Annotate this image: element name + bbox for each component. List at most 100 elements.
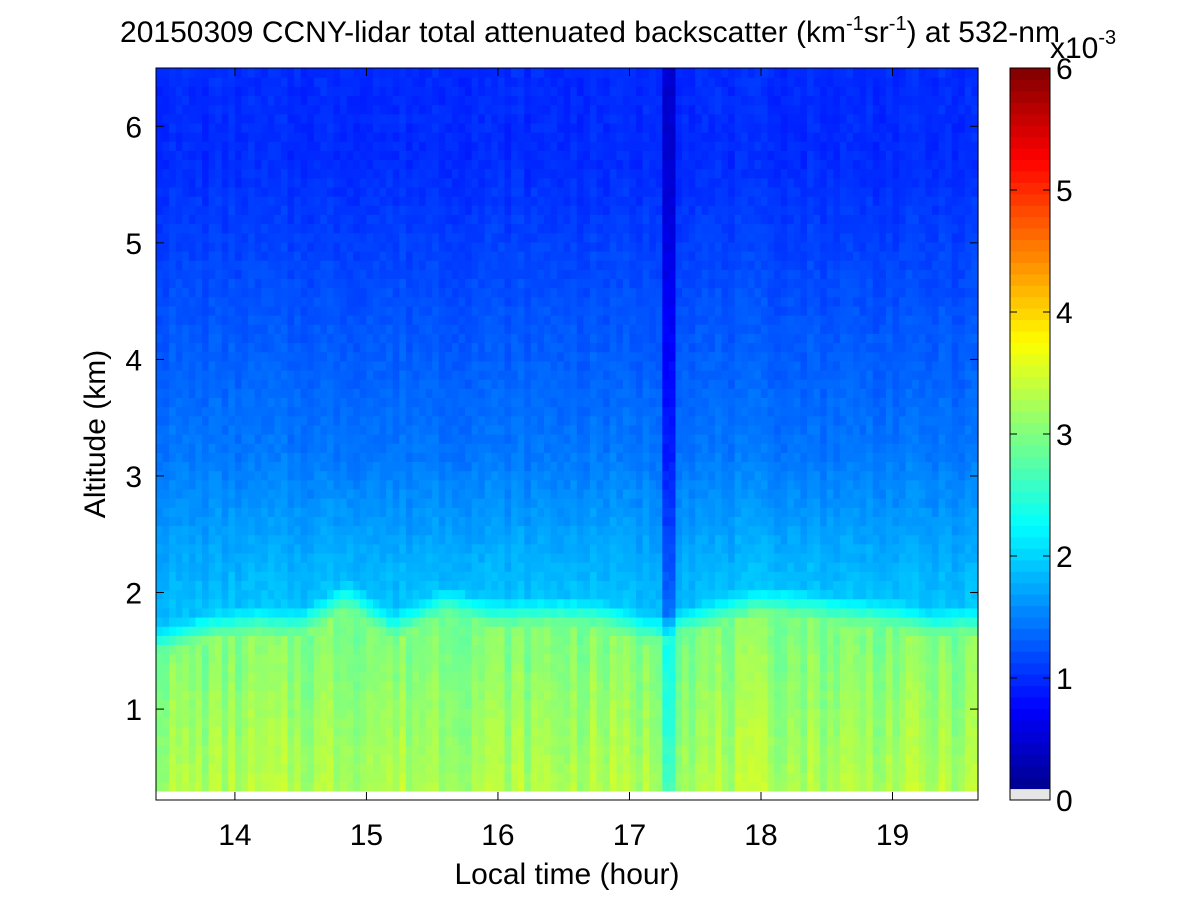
heatmap-cell — [254, 735, 262, 746]
heatmap-cell — [274, 717, 282, 728]
heatmap-cell — [169, 681, 177, 691]
heatmap-cell — [563, 177, 571, 188]
heatmap-cell — [156, 333, 164, 344]
heatmap-cell — [379, 434, 387, 444]
heatmap-cell — [458, 205, 466, 215]
heatmap-cell — [543, 68, 552, 78]
heatmap-cell — [215, 324, 223, 334]
heatmap-cell — [366, 644, 374, 655]
heatmap-cell — [425, 488, 433, 499]
heatmap-cell — [405, 86, 414, 97]
heatmap-cell — [234, 635, 243, 646]
heatmap-cell — [563, 525, 571, 536]
heatmap-cell — [261, 772, 269, 783]
heatmap-cell — [359, 159, 368, 170]
heatmap-cell — [162, 342, 170, 353]
heatmap-cell — [537, 552, 545, 563]
heatmap-cell — [399, 177, 407, 188]
heatmap-cell — [537, 498, 545, 508]
heatmap-cell — [208, 617, 216, 627]
heatmap-cell — [340, 241, 348, 252]
heatmap-cell — [307, 388, 315, 398]
heatmap-cell — [307, 232, 315, 243]
heatmap-cell — [386, 104, 394, 115]
heatmap-cell — [320, 525, 328, 536]
heatmap-cell — [188, 324, 197, 334]
heatmap-cell — [294, 635, 302, 646]
heatmap-cell — [287, 397, 295, 408]
heatmap-cell — [465, 315, 473, 325]
heatmap-cell — [333, 315, 341, 325]
heatmap-cell — [287, 607, 295, 618]
heatmap-cell — [353, 132, 361, 142]
heatmap-cell — [162, 223, 170, 234]
heatmap-cell — [326, 461, 335, 472]
heatmap-cell — [517, 699, 525, 710]
heatmap-cell — [307, 86, 315, 97]
heatmap-cell — [162, 177, 170, 188]
heatmap-cell — [175, 305, 183, 316]
heatmap-cell — [419, 406, 427, 417]
heatmap-cell — [471, 104, 479, 115]
heatmap-cell — [346, 397, 354, 408]
heatmap-cell — [326, 205, 335, 215]
heatmap-cell — [215, 388, 223, 398]
heatmap-cell — [221, 205, 229, 215]
heatmap-cell — [517, 122, 525, 133]
heatmap-cell — [412, 406, 420, 417]
heatmap-cell — [353, 598, 361, 609]
heatmap-cell — [425, 717, 433, 728]
heatmap-cell — [340, 342, 348, 353]
heatmap-cell — [419, 232, 427, 243]
heatmap-cell — [340, 772, 348, 783]
heatmap-cell — [563, 132, 571, 142]
heatmap-cell — [202, 699, 210, 710]
heatmap-cell — [557, 232, 565, 243]
heatmap-cell — [333, 159, 341, 170]
heatmap-cell — [478, 95, 486, 106]
heatmap-cell — [504, 113, 512, 124]
heatmap-cell — [366, 525, 374, 536]
heatmap-cell — [274, 461, 282, 472]
heatmap-cell — [543, 781, 552, 792]
heatmap-cell — [373, 333, 381, 344]
heatmap-cell — [287, 671, 295, 682]
heatmap-cell — [465, 580, 473, 591]
heatmap-cell — [326, 315, 335, 325]
heatmap-cell — [162, 77, 170, 87]
heatmap-cell — [340, 598, 348, 609]
heatmap-cell — [175, 626, 183, 636]
heatmap-cell — [458, 708, 466, 719]
heatmap-cell — [221, 388, 229, 398]
heatmap-cell — [346, 205, 354, 215]
heatmap-cell — [550, 86, 558, 97]
heatmap-cell — [294, 369, 302, 380]
heatmap-cell — [182, 745, 190, 755]
heatmap-cell — [234, 196, 243, 206]
heatmap-cell — [169, 470, 177, 481]
heatmap-cell — [458, 95, 466, 106]
heatmap-cell — [353, 86, 361, 97]
heatmap-cell — [221, 434, 229, 444]
heatmap-cell — [491, 662, 499, 673]
heatmap-cell — [300, 690, 308, 700]
heatmap-cell — [169, 498, 177, 508]
heatmap-cell — [543, 278, 552, 289]
heatmap-cell — [524, 287, 532, 298]
heatmap-cell — [537, 141, 545, 151]
heatmap-cell — [254, 681, 262, 691]
heatmap-cell — [175, 644, 183, 655]
heatmap-cell — [543, 122, 552, 133]
heatmap-cell — [261, 122, 269, 133]
heatmap-cell — [386, 406, 394, 417]
heatmap-cell — [550, 196, 558, 206]
heatmap-cell — [530, 232, 539, 243]
heatmap-cell — [366, 415, 374, 426]
heatmap-cell — [234, 369, 243, 380]
heatmap-cell — [484, 287, 492, 298]
heatmap-cell — [471, 479, 479, 490]
heatmap-cell — [412, 562, 420, 572]
heatmap-cell — [280, 315, 289, 325]
heatmap-cell — [294, 122, 302, 133]
heatmap-cell — [359, 397, 368, 408]
